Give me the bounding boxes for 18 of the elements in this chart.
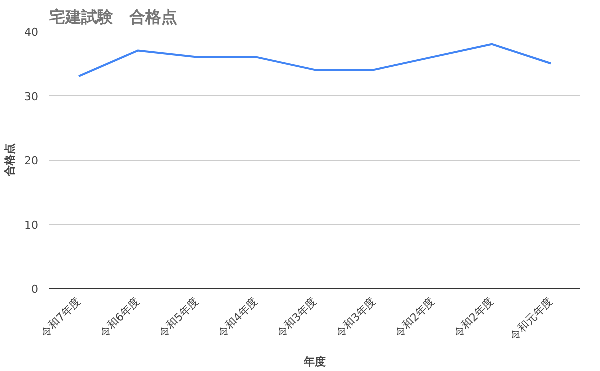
x-tick-label: 令和3年度 <box>274 294 320 340</box>
y-tick-label: 0 <box>32 283 38 296</box>
x-tick-label: 令和7年度 <box>38 294 84 340</box>
x-tick-label: 令和元年度 <box>508 294 556 343</box>
y-tick-label: 40 <box>24 26 39 39</box>
x-tick-label: 令和2年度 <box>451 294 497 340</box>
y-axis-title: 合格点 <box>4 144 17 178</box>
y-tick-label: 30 <box>24 90 39 104</box>
x-tick-label: 令和5年度 <box>156 294 202 340</box>
chart-title: 宅建試験 合格点 <box>50 8 178 26</box>
x-tick-label: 令和3年度 <box>333 294 379 340</box>
y-tick-label: 10 <box>24 218 39 232</box>
y-tick-label: 20 <box>24 154 39 168</box>
x-tick-label: 令和6年度 <box>97 294 143 340</box>
x-axis-title: 年度 <box>303 356 326 369</box>
line-series <box>78 43 552 78</box>
x-tick-label: 令和2年度 <box>392 294 438 340</box>
x-tick-label: 令和4年度 <box>215 294 261 340</box>
